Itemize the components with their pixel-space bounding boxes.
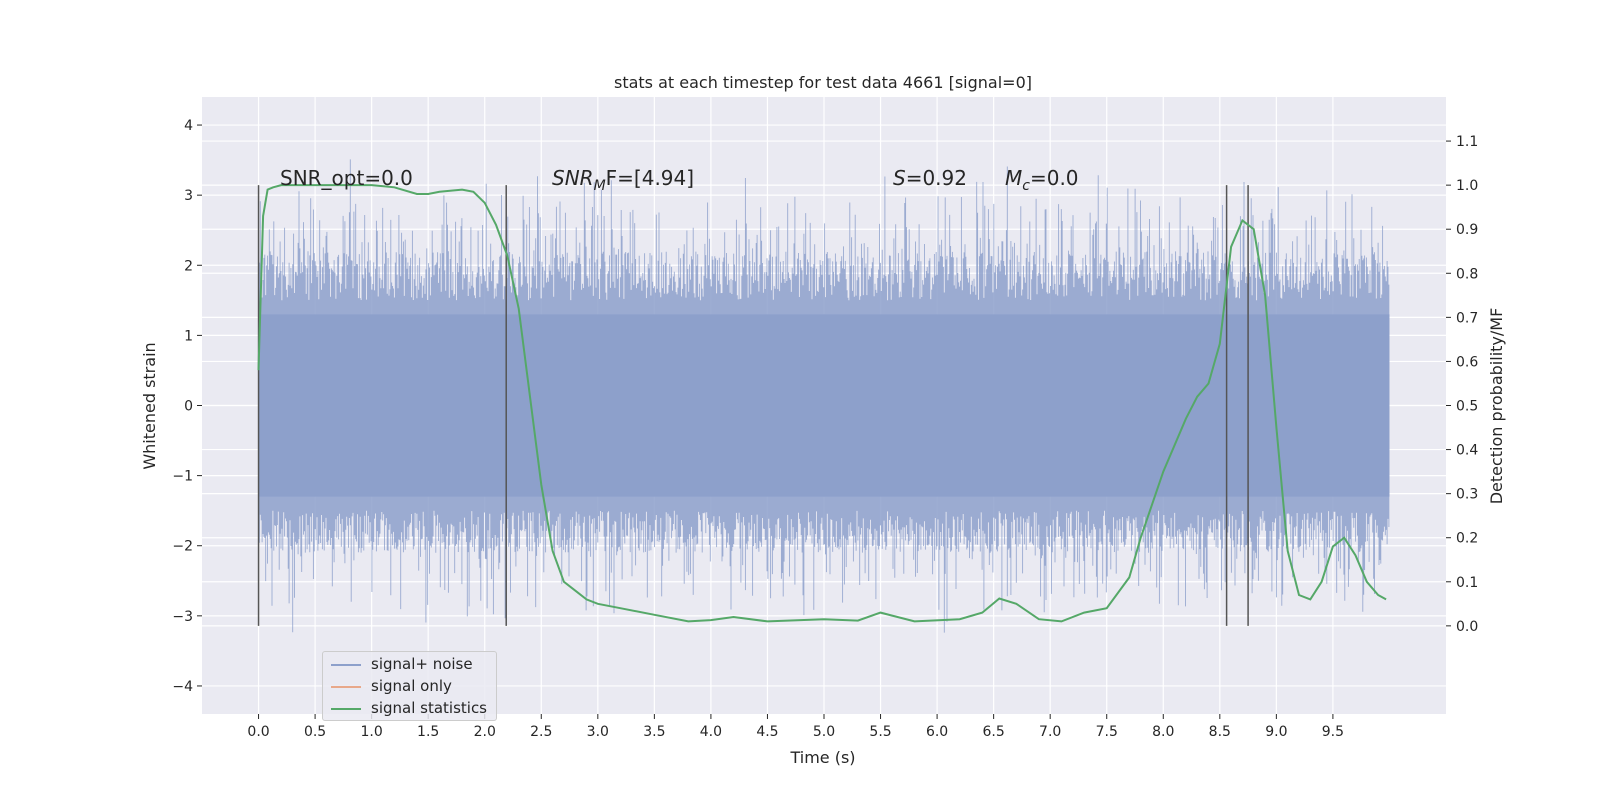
x-tick-label: 0.5 <box>304 724 326 740</box>
x-tick-label: 8.5 <box>1209 724 1231 740</box>
x-tick-label: 1.5 <box>417 724 439 740</box>
axis-ticks: 0.0 0.5 1.0 1.5 2.0 2.5 3.0 3.5 4.0 4.5 5.0 5.5 6.0 6… <box>172 118 1478 740</box>
x-tick-label: 3.5 <box>643 724 665 740</box>
y-left-tick-label: 2 <box>184 258 193 274</box>
x-tick-label: 5.0 <box>813 724 835 740</box>
y-left-tick-label: −2 <box>172 539 193 555</box>
y-right-tick-label: 0.8 <box>1456 266 1478 282</box>
legend-swatch-signal-noise <box>331 664 361 666</box>
annotation-mc: Mc=0.0 <box>1005 166 1079 194</box>
x-tick-label: 7.0 <box>1039 724 1061 740</box>
y-left-tick-label: 0 <box>184 399 193 415</box>
x-tick-label: 1.0 <box>361 724 383 740</box>
x-tick-label: 6.5 <box>983 724 1005 740</box>
y-left-tick-label: −3 <box>172 609 193 625</box>
y-axis-label-right: Detection probability/MF <box>1487 308 1506 505</box>
annotation-mc-sub: c <box>1022 178 1030 194</box>
y-right-tick-label: 0.2 <box>1456 531 1478 547</box>
vertical-markers <box>257 185 1249 626</box>
legend-item-signal-only: signal only <box>323 676 496 698</box>
y-right-tick-label: 0.4 <box>1456 443 1478 459</box>
statistics-series <box>257 184 1387 623</box>
annotation-mc-main: M <box>1005 166 1022 190</box>
y-right-tick-label: 0.1 <box>1456 575 1478 591</box>
annotation-snr-mf-main: SNR <box>552 166 594 190</box>
x-tick-label: 3.0 <box>587 724 609 740</box>
signal-statistics-line <box>257 184 1387 623</box>
legend-label-signal-only: signal only <box>371 677 452 695</box>
y-axis-label-left: Whitened strain <box>140 342 159 469</box>
y-left-tick-label: −4 <box>172 679 193 695</box>
chart-title: stats at each timestep for test data 466… <box>614 73 1032 92</box>
legend-label-signal-noise: signal+ noise <box>371 655 473 673</box>
y-left-tick-label: −1 <box>172 469 193 485</box>
y-right-tick-label: 0.0 <box>1456 619 1478 635</box>
legend: signal+ noise signal only signal statist… <box>322 651 497 721</box>
x-tick-label: 5.5 <box>869 724 891 740</box>
y-left-tick-label: 4 <box>184 118 193 134</box>
legend-item-signal-noise: signal+ noise <box>323 654 496 676</box>
legend-swatch-signal-statistics <box>331 708 361 710</box>
annotation-snr-mf-sub: M <box>594 178 606 194</box>
annotation-s-main: S <box>893 166 906 190</box>
y-right-tick-label: 0.7 <box>1456 310 1478 326</box>
annotation-snr-mf-rest: F=[4.94] <box>606 166 694 190</box>
x-tick-label: 8.0 <box>1152 724 1174 740</box>
x-tick-label: 2.5 <box>530 724 552 740</box>
y-right-tick-label: 0.3 <box>1456 487 1478 503</box>
y-right-tick-label: 1.1 <box>1456 134 1478 150</box>
y-left-tick-label: 3 <box>184 188 193 204</box>
x-tick-label: 9.5 <box>1322 724 1344 740</box>
y-right-tick-label: 0.9 <box>1456 222 1478 238</box>
noise-series <box>258 159 1390 633</box>
x-tick-label: 7.5 <box>1096 724 1118 740</box>
x-tick-label: 4.5 <box>756 724 778 740</box>
legend-label-signal-statistics: signal statistics <box>371 699 488 717</box>
x-tick-label: 6.0 <box>926 724 948 740</box>
annotation-s-rest: =0.92 <box>906 166 967 190</box>
y-right-tick-label: 0.6 <box>1456 354 1478 370</box>
x-tick-label: 2.0 <box>474 724 496 740</box>
legend-swatch-signal-only <box>331 686 361 688</box>
x-tick-label: 0.0 <box>247 724 269 740</box>
x-tick-label: 4.0 <box>700 724 722 740</box>
x-tick-label: 9.0 <box>1265 724 1287 740</box>
annotation-s: S=0.92 <box>893 166 967 190</box>
annotation-snr-opt: SNR_opt=0.0 <box>280 166 413 190</box>
y-left-tick-label: 1 <box>184 328 193 344</box>
legend-item-signal-statistics: signal statistics <box>323 698 496 720</box>
x-axis-label: Time (s) <box>789 748 855 767</box>
y-right-tick-label: 0.5 <box>1456 399 1478 415</box>
y-right-tick-label: 1.0 <box>1456 178 1478 194</box>
annotation-snr-mf: SNRMF=[4.94] <box>552 166 694 194</box>
annotation-mc-rest: =0.0 <box>1030 166 1079 190</box>
